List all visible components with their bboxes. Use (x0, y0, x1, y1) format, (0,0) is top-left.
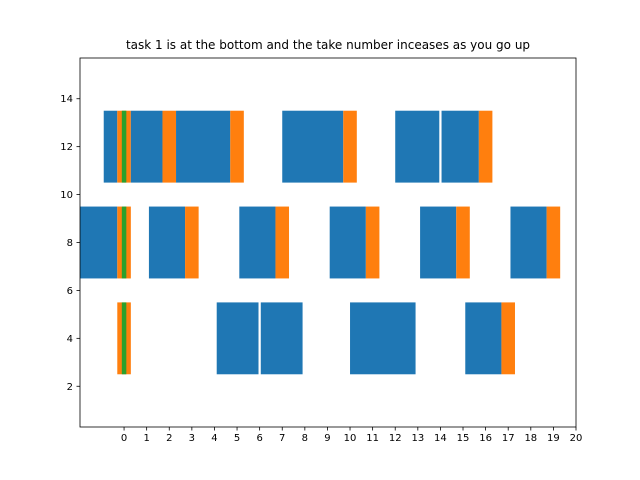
task-2-bar-0 (80, 206, 118, 279)
task-2-bars (80, 206, 561, 279)
task-2-bar-4 (185, 206, 199, 279)
x-tick-label-0: 0 (121, 433, 127, 444)
task-1-bar-5 (465, 302, 502, 375)
task-3-bar-9 (395, 110, 440, 183)
x-tick-label-20: 20 (570, 433, 583, 444)
x-tick-label-11: 11 (366, 433, 379, 444)
task-3-bar-11 (478, 110, 493, 183)
x-tick-label-12: 12 (389, 433, 402, 444)
task-3-bar-7 (282, 110, 344, 183)
x-tick-label-15: 15 (457, 433, 470, 444)
x-tick-label-8: 8 (302, 433, 308, 444)
task-1-bars (117, 302, 515, 375)
task-3-bar-8 (343, 110, 357, 183)
x-tick-label-2: 2 (166, 433, 172, 444)
task-2-bar-5 (239, 206, 276, 279)
x-tick-label-5: 5 (234, 433, 240, 444)
task-3-bar-10 (441, 110, 479, 183)
task-2-bar-11 (510, 206, 547, 279)
task-3-bar-4 (162, 110, 177, 183)
x-tick-label-10: 10 (344, 433, 357, 444)
task-3-bar-3 (130, 110, 163, 183)
task-3-bar-2 (121, 110, 127, 183)
task-2-bar-3 (148, 206, 186, 279)
x-tick-label-16: 16 (479, 433, 492, 444)
task-2-bar-7 (329, 206, 366, 279)
task-2-bar-10 (456, 206, 470, 279)
task-1-bar-4 (350, 302, 416, 375)
task-1-bar-2 (216, 302, 259, 375)
x-tick-label-6: 6 (256, 433, 262, 444)
x-tick-label-4: 4 (211, 433, 217, 444)
x-tick-label-14: 14 (434, 433, 447, 444)
y-tick-label-12: 12 (60, 142, 73, 153)
task-3-bar-0 (103, 110, 118, 183)
task-2-bar-6 (275, 206, 290, 279)
x-tick-label-17: 17 (502, 433, 515, 444)
x-tick-label-7: 7 (279, 433, 285, 444)
x-tick-label-13: 13 (411, 433, 424, 444)
task-3-bar-6 (230, 110, 244, 183)
x-tick-label-1: 1 (143, 433, 149, 444)
task-3-bars (103, 110, 493, 183)
chart-title: task 1 is at the bottom and the take num… (126, 38, 530, 52)
y-tick-label-2: 2 (67, 382, 73, 393)
task-2-bar-2 (121, 206, 127, 279)
task-1-bar-3 (260, 302, 303, 375)
task-2-bar-9 (420, 206, 457, 279)
x-tick-label-9: 9 (324, 433, 330, 444)
x-tick-label-18: 18 (524, 433, 537, 444)
bars-layer (80, 110, 561, 375)
task-1-bar-6 (501, 302, 515, 375)
y-tick-label-4: 4 (67, 334, 73, 345)
x-axis: 0 1 2 3 4 5 6 7 8 9 10 11 12 13 14 15 16 17 18 19 20 (121, 427, 582, 444)
task-2-bar-8 (365, 206, 380, 279)
task-1-bar-1 (121, 302, 127, 375)
task-3-bar-5 (176, 110, 231, 183)
y-tick-label-6: 6 (67, 286, 73, 297)
y-tick-label-14: 14 (60, 94, 73, 105)
y-tick-label-10: 10 (60, 190, 73, 201)
y-axis: 2 4 6 8 10 12 14 (60, 94, 80, 393)
y-tick-label-8: 8 (67, 238, 73, 249)
x-tick-label-3: 3 (189, 433, 195, 444)
x-tick-label-19: 19 (547, 433, 560, 444)
task-2-bar-12 (546, 206, 561, 279)
